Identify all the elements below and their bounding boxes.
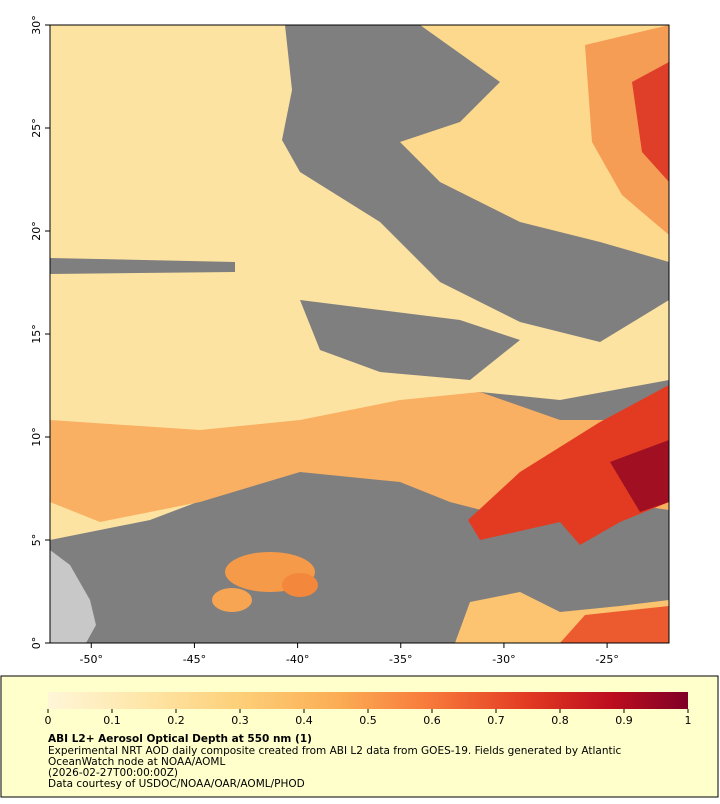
caption-line: Experimental NRT AOD daily composite cre… [48, 745, 622, 757]
very-high-aod [610, 440, 669, 512]
x-tick-label: -35° [389, 653, 412, 666]
y-tick-label: 10° [30, 427, 43, 447]
caption-line: OceanWatch node at NOAA/AOML [48, 756, 225, 768]
low-aod [50, 25, 669, 540]
mid-aod [212, 588, 252, 612]
colorbar-tick-label: 0.5 [359, 714, 377, 727]
colorbar-tick-label: 1 [685, 714, 692, 727]
y-tick-label: 20° [30, 221, 43, 241]
land [50, 550, 96, 643]
colorbar-tick-label: 0.8 [551, 714, 569, 727]
no-data [520, 250, 650, 310]
x-tick-label: -30° [492, 653, 515, 666]
caption-line: (2026-02-27T00:00:00Z) [48, 767, 178, 779]
colorbar-axis: 0 0.1 0.2 0.3 0.4 0.5 0.6 0.7 0.8 0.9 1 [45, 709, 692, 727]
mid-aod [282, 573, 318, 597]
high-aod [632, 62, 669, 182]
colorbar-tick-label: 0.9 [615, 714, 633, 727]
y-tick-label: 30° [30, 15, 43, 35]
axes: -50° -45° -40° -35° -30° -25° 0° 5° 10° 15° 20° 25°… [30, 15, 619, 666]
no-data [50, 258, 235, 274]
x-tick-label: -25° [595, 653, 618, 666]
y-tick-label: 0° [30, 637, 43, 650]
y-tick-label: 5° [30, 534, 43, 547]
colorbar-tick-label: 0.7 [487, 714, 505, 727]
x-tick-label: -45° [183, 653, 206, 666]
colorbar-tick-label: 0 [45, 714, 52, 727]
no-data [300, 300, 520, 380]
colorbar [48, 692, 688, 709]
y-tick-label: 25° [30, 118, 43, 138]
colorbar-tick-label: 0.2 [167, 714, 185, 727]
x-tick-label: -40° [286, 653, 309, 666]
colorbar-tick-label: 0.3 [231, 714, 249, 727]
y-tick-label: 15° [30, 324, 43, 344]
caption-line: Data courtesy of USDOC/NOAA/OAR/AOML/PHO… [48, 778, 305, 790]
caption-title: ABI L2+ Aerosol Optical Depth at 550 nm … [48, 733, 312, 745]
colorbar-tick-label: 0.4 [295, 714, 313, 727]
colorbar-tick-label: 0.1 [103, 714, 121, 727]
high-aod [468, 385, 669, 545]
x-tick-label: -50° [80, 653, 103, 666]
colorbar-tick-label: 0.6 [423, 714, 441, 727]
high-aod [560, 606, 669, 643]
map-field [50, 25, 669, 643]
